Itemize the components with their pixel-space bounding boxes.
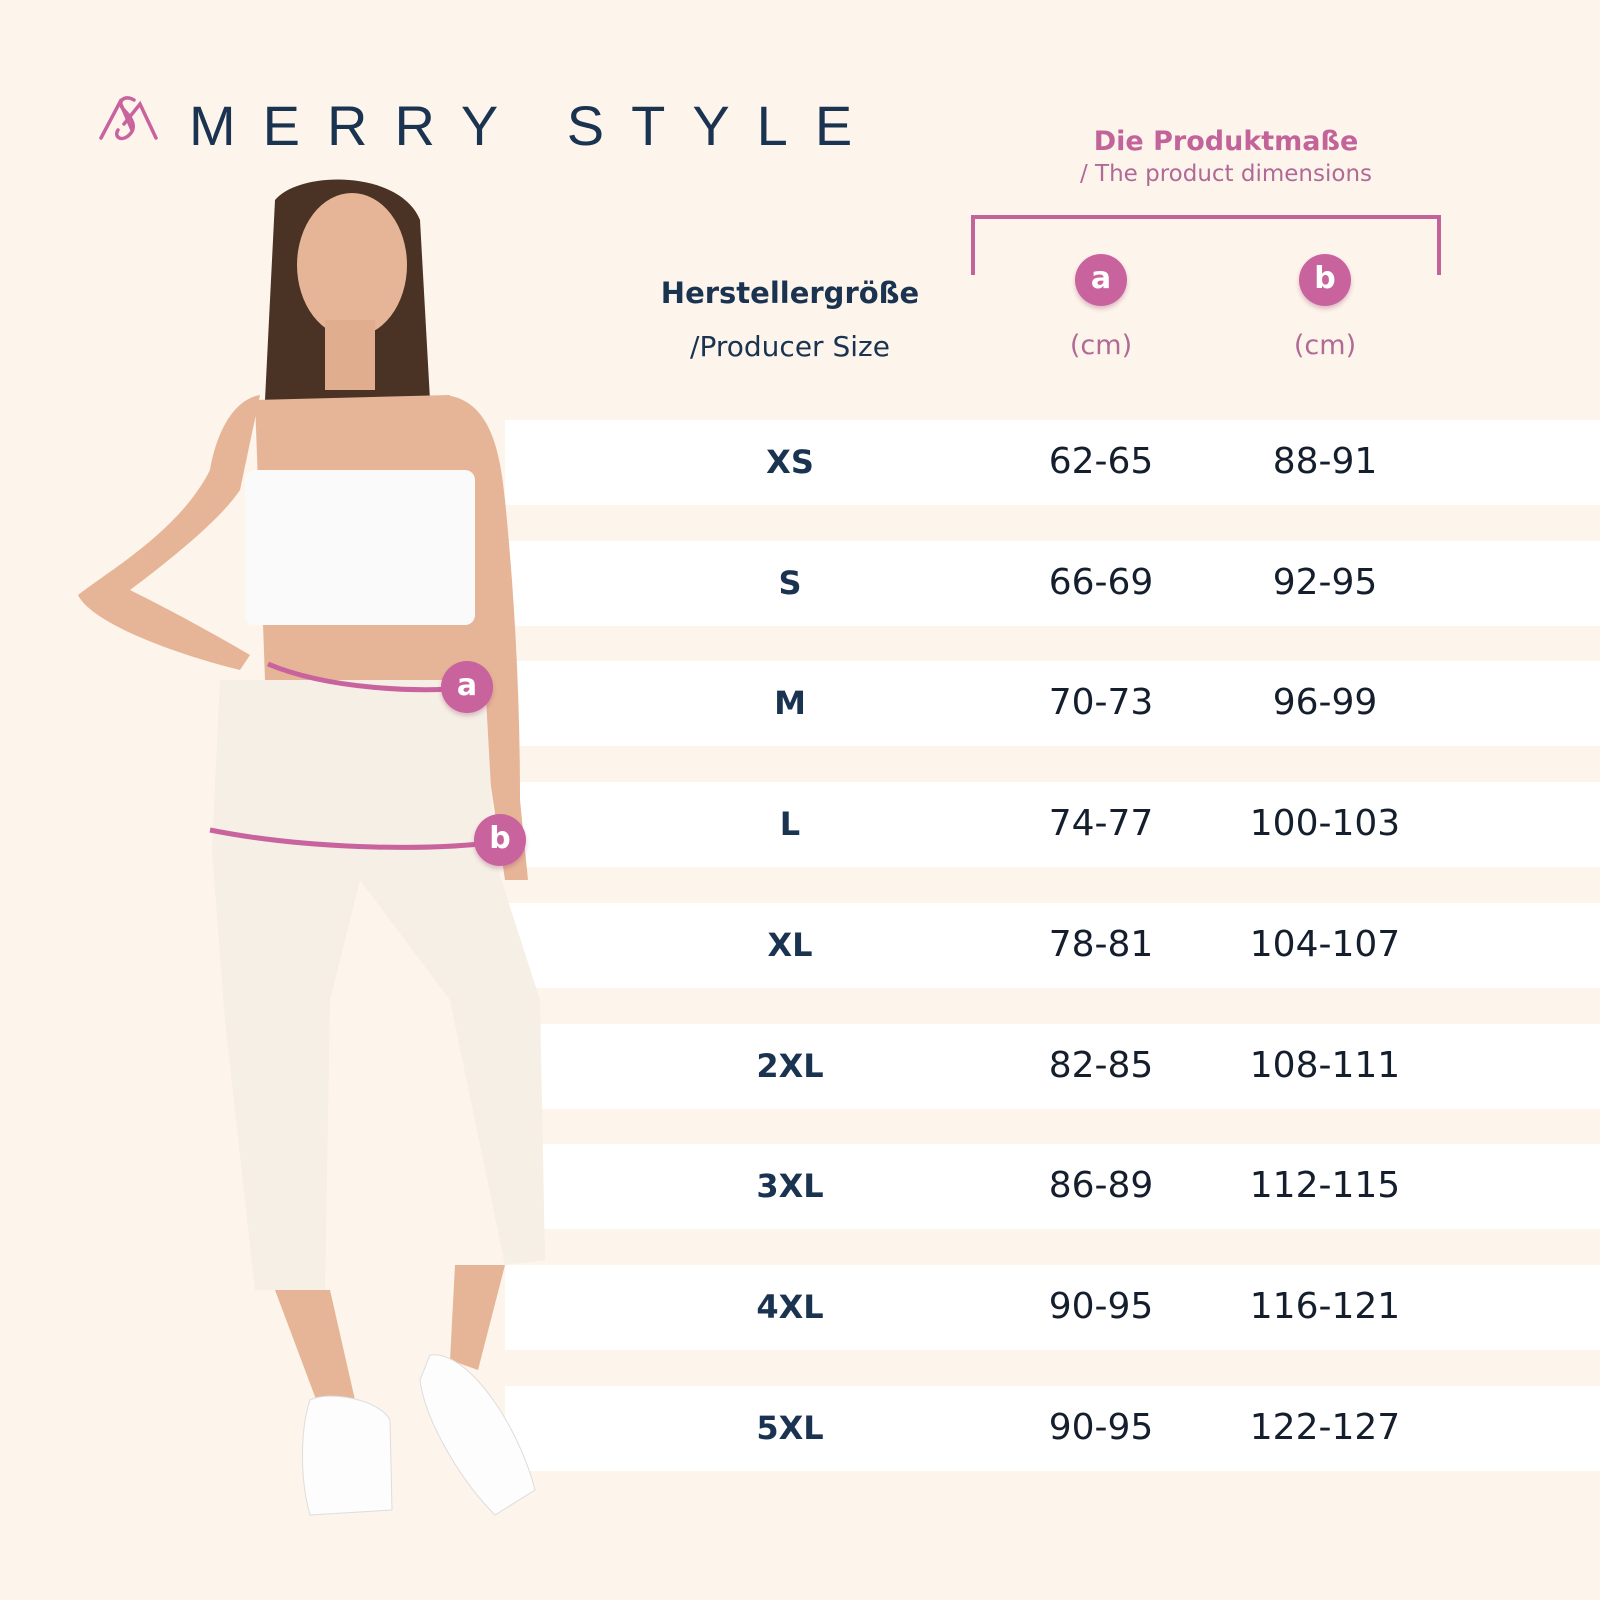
measure-b-cell: 112-115	[1249, 1165, 1401, 1207]
table-row	[505, 1264, 1600, 1350]
measure-a-cell: 62-65	[1048, 441, 1154, 482]
measure-a-cell: 70-73	[1048, 682, 1154, 724]
size-cell: 2XL	[756, 1046, 824, 1085]
measure-a-cell: 82-85	[1048, 1044, 1154, 1086]
measure-b-cell: 122-127	[1249, 1406, 1401, 1448]
hip-measure-line	[209, 827, 499, 850]
size-cell: M	[774, 684, 806, 723]
size-cell: XL	[767, 925, 813, 964]
table-row	[505, 1385, 1600, 1471]
column-a-badge: a	[1075, 254, 1127, 306]
measure-b-cell: 100-103	[1249, 803, 1401, 845]
measure-b-cell: 104-107	[1249, 923, 1401, 965]
size-cell: S	[778, 563, 802, 602]
size-column-subtitle: /Producer Size	[690, 330, 890, 363]
column-b-badge: b	[1299, 254, 1351, 306]
table-row	[505, 1023, 1600, 1109]
size-cell: 3XL	[756, 1167, 824, 1206]
measure-b-cell: 96-99	[1272, 682, 1378, 724]
dimensions-bracket	[971, 215, 1441, 275]
model-photo	[78, 179, 545, 1516]
measure-b-cell: 92-95	[1272, 561, 1378, 603]
measure-a-cell: 78-81	[1048, 923, 1154, 965]
measure-a-cell: 66-69	[1048, 561, 1154, 603]
model-figure	[78, 179, 545, 1516]
dimensions-subtitle: / The product dimensions	[1079, 161, 1373, 187]
column-a-unit: (cm)	[1069, 330, 1133, 361]
table-row	[505, 420, 1600, 505]
hip-marker-b: b	[474, 814, 526, 866]
size-cell: 5XL	[756, 1408, 824, 1447]
table-row	[505, 902, 1600, 988]
size-column-title: Herstellergröße	[660, 276, 920, 310]
measure-a-cell: 90-95	[1048, 1285, 1154, 1327]
measure-b-cell: 116-121	[1249, 1285, 1401, 1327]
table-row	[505, 782, 1600, 868]
measure-a-cell: 90-95	[1048, 1406, 1154, 1448]
size-cell: 4XL	[756, 1287, 824, 1326]
table-row	[505, 540, 1600, 626]
column-b-unit: (cm)	[1293, 330, 1357, 361]
table-row	[505, 661, 1600, 747]
brand-name: MERRY STYLE	[189, 94, 880, 157]
size-cell: XS	[766, 443, 814, 481]
table-row	[505, 1144, 1600, 1230]
waist-marker-a: a	[441, 661, 493, 713]
measure-a-cell: 86-89	[1048, 1165, 1154, 1207]
size-cell: L	[779, 805, 801, 844]
measure-a-cell: 74-77	[1048, 803, 1154, 845]
measure-b-cell: 88-91	[1272, 441, 1378, 482]
ms-monogram-logo-icon	[99, 96, 158, 141]
measure-b-cell: 108-111	[1249, 1044, 1401, 1086]
dimensions-title: Die Produktmaße	[1093, 126, 1359, 157]
